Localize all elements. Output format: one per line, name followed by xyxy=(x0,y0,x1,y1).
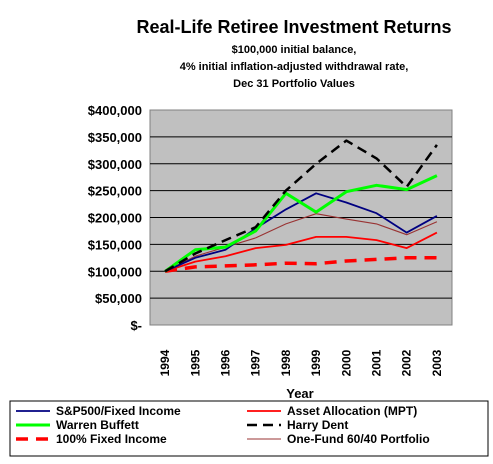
y-tick-label: $100,000 xyxy=(88,264,142,279)
series-line xyxy=(164,256,437,274)
y-tick-label: $50,000 xyxy=(95,291,142,306)
gridlines xyxy=(150,136,452,299)
x-axis-label: Year xyxy=(286,386,313,401)
y-tick-label: $350,000 xyxy=(88,130,142,145)
legend: S&P500/Fixed Income Asset Allocation (MPT… xyxy=(16,404,430,446)
x-tick-label: 2001 xyxy=(370,349,384,376)
x-tick-label: 1995 xyxy=(188,349,202,376)
series-lines xyxy=(164,139,438,274)
y-tick-label: $400,000 xyxy=(88,103,142,118)
x-tick-label: 2002 xyxy=(400,349,414,376)
y-tick-label: $150,000 xyxy=(88,237,142,252)
chart-subtitle-line-2: 4% initial inflation-adjusted withdrawal… xyxy=(180,61,409,73)
legend-label: Asset Allocation (MPT) xyxy=(287,404,417,418)
series-line xyxy=(164,213,438,272)
x-tick-label: 1997 xyxy=(249,349,263,376)
chart-subtitle-line-1: $100,000 initial balance, xyxy=(232,44,357,56)
x-tick-label: 2000 xyxy=(339,349,353,376)
chart-subtitle-line-3: Dec 31 Portfolio Values xyxy=(233,78,355,90)
x-tick-label: 1998 xyxy=(279,349,293,376)
x-tick-label: 1999 xyxy=(309,349,323,376)
y-axis-ticks: $400,000 $350,000 $300,000 $250,000 $200,000… xyxy=(88,103,142,333)
x-tick-label: 1994 xyxy=(158,349,172,376)
legend-label: 100% Fixed Income xyxy=(56,432,167,446)
x-tick-label: 2003 xyxy=(430,349,444,376)
legend-label: Harry Dent xyxy=(287,418,348,432)
x-tick-label: 1996 xyxy=(219,349,233,376)
legend-label: One-Fund 60/40 Portfolio xyxy=(287,432,430,446)
y-tick-label: $250,000 xyxy=(88,184,142,199)
x-axis-ticks: 1994 1995 1996 1997 1998 1999 2000 2001 2002 2003 xyxy=(158,349,444,376)
legend-label: S&P500/Fixed Income xyxy=(56,404,181,418)
series-line xyxy=(164,231,438,273)
y-tick-label: $- xyxy=(130,318,142,333)
series-line xyxy=(164,139,438,273)
chart-title: Real-Life Retiree Investment Returns xyxy=(136,17,451,37)
series-line xyxy=(164,174,438,273)
y-tick-label: $200,000 xyxy=(88,211,142,226)
legend-label: Warren Buffett xyxy=(56,418,139,432)
y-tick-label: $300,000 xyxy=(88,157,142,172)
